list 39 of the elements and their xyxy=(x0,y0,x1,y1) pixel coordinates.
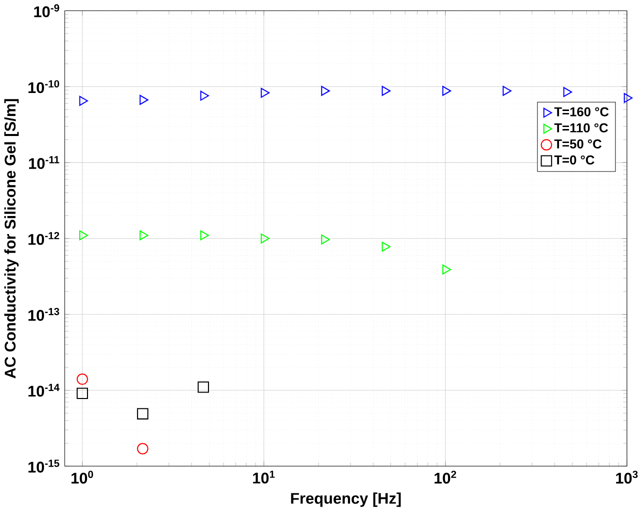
y-tick-label: 10$^{-10}$ xyxy=(28,80,60,94)
x-tick-label: 10$^{0}$ xyxy=(72,470,94,484)
point xyxy=(563,86,572,97)
point xyxy=(321,234,330,244)
point xyxy=(79,230,88,240)
point xyxy=(382,86,391,96)
y-tick-label: 10$^{-9}$ xyxy=(34,4,60,18)
point xyxy=(624,92,633,103)
x-tick-label: 10$^{1}$ xyxy=(253,470,275,484)
point xyxy=(140,94,148,105)
point xyxy=(382,242,391,252)
legend-label: T=0 °C xyxy=(554,155,594,164)
point xyxy=(140,230,148,240)
point xyxy=(502,86,512,96)
point xyxy=(76,388,88,399)
x-tick-label: 10$^{2}$ xyxy=(434,470,456,484)
point xyxy=(198,381,209,393)
point xyxy=(321,86,330,96)
x-tick-label: 10$^{3}$ xyxy=(616,470,638,484)
point xyxy=(442,264,452,274)
y-tick-label: 10$^{-14}$ xyxy=(28,384,60,397)
y-tick-label: 10$^{-11}$ xyxy=(29,156,60,169)
legend-label: T=160 °C xyxy=(554,107,609,116)
point xyxy=(260,88,270,98)
legend-label: T=110 °C xyxy=(554,123,608,132)
y-axis-title: AC Conductivity for Silicone Gel [S/m] xyxy=(4,99,19,378)
point xyxy=(79,96,88,106)
x-axis-title: Frequency [Hz] xyxy=(291,492,401,507)
point xyxy=(76,373,88,385)
point xyxy=(137,442,148,454)
point xyxy=(260,233,270,244)
point xyxy=(137,408,148,420)
y-tick-label: 10$^{-12}$ xyxy=(28,232,60,245)
y-tick-label: 10$^{-15}$ xyxy=(28,460,60,473)
point xyxy=(200,230,209,240)
point xyxy=(200,90,209,101)
point xyxy=(442,86,452,96)
y-tick-label: 10$^{-13}$ xyxy=(28,308,60,321)
legend-label: T=50 °C xyxy=(554,139,602,148)
